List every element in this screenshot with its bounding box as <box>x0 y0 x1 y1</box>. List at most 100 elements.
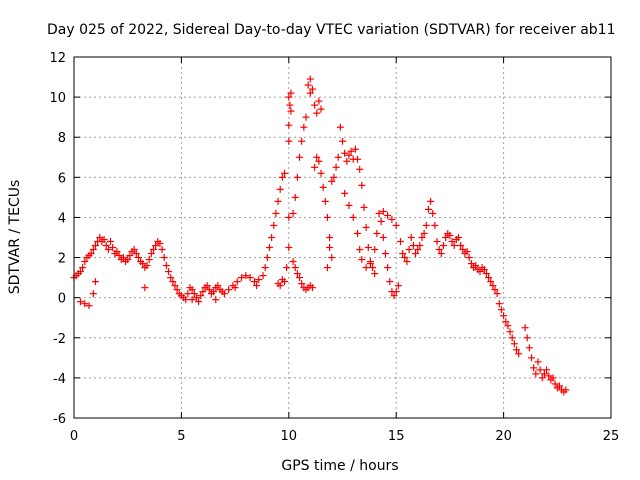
y-tick-label: -6 <box>53 412 66 427</box>
data-point <box>431 221 439 229</box>
data-point <box>341 149 349 157</box>
data-point <box>508 334 516 342</box>
data-point <box>476 268 484 276</box>
data-point <box>276 282 284 290</box>
data-point <box>141 284 149 292</box>
data-point <box>195 298 203 306</box>
data-point <box>356 165 364 173</box>
data-point <box>349 213 357 221</box>
data-point <box>81 300 89 308</box>
data-point <box>104 246 112 254</box>
data-point <box>384 264 392 272</box>
data-point <box>463 248 471 256</box>
data-point <box>317 105 325 113</box>
data-point <box>521 324 529 332</box>
data-point <box>306 75 314 83</box>
data-point <box>480 266 488 274</box>
data-point <box>534 358 542 366</box>
data-point <box>528 354 536 362</box>
data-point <box>315 157 323 165</box>
data-point <box>414 246 422 254</box>
data-point <box>407 234 415 241</box>
data-point <box>457 242 465 250</box>
x-tick-label: 0 <box>70 429 78 444</box>
x-axis-label: GPS time / hours <box>281 458 398 474</box>
data-point <box>293 270 301 278</box>
data-point <box>412 250 420 258</box>
data-point <box>381 250 389 258</box>
data-point <box>442 234 450 241</box>
data-point <box>427 197 435 205</box>
data-point <box>358 181 366 189</box>
data-point <box>545 372 553 380</box>
data-point <box>345 151 353 159</box>
data-point <box>162 262 170 270</box>
data-point <box>85 302 93 310</box>
data-point <box>482 270 490 278</box>
data-point <box>347 147 355 155</box>
data-point <box>356 246 364 254</box>
data-point <box>173 286 181 294</box>
data-point <box>246 274 254 282</box>
data-point <box>326 234 334 241</box>
data-point <box>160 254 168 262</box>
y-tick-label: 0 <box>58 292 66 307</box>
data-point <box>296 153 304 161</box>
data-point <box>255 276 263 284</box>
data-point <box>278 173 286 181</box>
data-point <box>491 286 499 294</box>
data-point <box>149 246 157 254</box>
data-point <box>285 93 293 101</box>
data-point <box>504 322 512 330</box>
data-point <box>274 197 282 205</box>
data-point <box>323 264 331 272</box>
data-point <box>345 201 353 209</box>
data-point <box>289 209 297 217</box>
data-point <box>334 153 342 161</box>
data-point <box>268 234 276 241</box>
data-point <box>388 215 396 223</box>
data-point <box>366 260 374 268</box>
data-point <box>319 183 327 191</box>
data-point <box>300 123 308 131</box>
data-point <box>126 252 134 260</box>
data-point <box>512 346 520 354</box>
data-point <box>81 258 89 266</box>
data-point <box>510 340 518 348</box>
data-point <box>281 169 289 177</box>
data-point <box>169 278 177 286</box>
data-point <box>536 366 544 374</box>
data-point <box>203 282 211 290</box>
data-point <box>424 205 432 213</box>
data-point <box>91 278 99 286</box>
data-point <box>285 213 293 221</box>
data-point <box>286 101 294 109</box>
data-point <box>459 246 467 254</box>
data-point <box>89 290 97 298</box>
data-point <box>147 250 155 258</box>
data-point <box>212 296 220 304</box>
data-point <box>448 238 456 246</box>
data-point <box>354 155 362 163</box>
data-point <box>493 290 501 298</box>
data-point <box>371 270 379 278</box>
data-point <box>437 250 445 258</box>
data-point <box>76 298 84 306</box>
data-point <box>298 137 306 145</box>
data-point <box>304 81 312 89</box>
y-tick-label: 8 <box>58 131 66 146</box>
data-point <box>328 254 336 262</box>
data-point <box>313 109 321 117</box>
data-point <box>450 242 458 250</box>
data-point <box>308 85 316 93</box>
data-point <box>182 296 190 304</box>
data-point <box>289 258 297 266</box>
x-tick-label: 15 <box>388 429 405 444</box>
data-point <box>339 137 346 145</box>
data-point <box>91 242 99 250</box>
data-point <box>96 234 104 241</box>
data-point <box>113 248 121 256</box>
data-point <box>205 286 213 294</box>
data-point <box>287 89 295 97</box>
